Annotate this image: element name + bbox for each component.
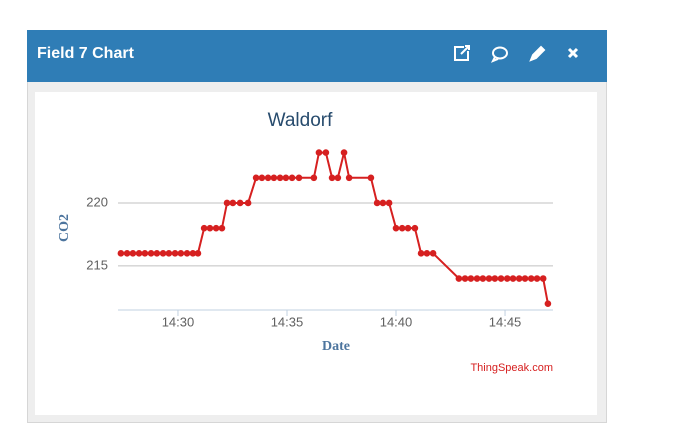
data-point [467, 275, 475, 282]
data-point [461, 275, 469, 282]
data-point [206, 224, 214, 232]
data-point [165, 250, 173, 257]
data-point [236, 199, 244, 207]
data-point [218, 224, 226, 232]
data-point [117, 250, 125, 257]
x-tick-label: 14:30 [162, 314, 195, 329]
data-point [515, 275, 523, 282]
plot: 215 220 14:30 14:35 14:40 14:45 [86, 149, 553, 329]
data-point [171, 250, 179, 257]
data-point [423, 250, 431, 257]
data-point [379, 199, 387, 207]
data-point [385, 199, 393, 207]
data-point [322, 149, 330, 156]
data-point [328, 174, 336, 182]
x-tick-label: 14:45 [489, 314, 522, 329]
data-point [503, 275, 511, 282]
widget-title: Field 7 Chart [37, 45, 135, 62]
open-icon[interactable] [454, 45, 470, 61]
data-point [473, 275, 481, 282]
data-point [404, 224, 412, 232]
data-point [244, 199, 252, 207]
data-point [479, 275, 487, 282]
data-point [533, 275, 541, 282]
data-point [429, 250, 437, 257]
data-point [521, 275, 529, 282]
data-point [455, 275, 463, 282]
x-tick-label: 14:40 [380, 314, 413, 329]
data-point [310, 174, 318, 182]
data-point [189, 250, 197, 257]
data-point [334, 174, 342, 182]
data-point [373, 199, 381, 207]
chart-title: Waldorf [268, 110, 333, 131]
y-tick-label: 220 [86, 194, 108, 209]
data-point [177, 250, 185, 257]
edit-icon[interactable] [529, 45, 546, 62]
data-point [509, 275, 517, 282]
data-point [159, 250, 167, 257]
data-point [497, 275, 505, 282]
data-point [398, 224, 406, 232]
data-point [282, 174, 290, 182]
data-point [367, 174, 375, 182]
data-point [258, 174, 266, 182]
widget-header [27, 30, 607, 82]
data-point [183, 250, 191, 257]
data-point [544, 300, 552, 308]
data-point [135, 250, 143, 257]
data-point [200, 224, 208, 232]
y-tick-label: 215 [86, 257, 108, 272]
data-point [539, 275, 547, 282]
data-point [123, 250, 131, 257]
data-point [527, 275, 535, 282]
icons [454, 45, 579, 63]
data-point [417, 250, 425, 257]
x-axis-label: Date [322, 339, 350, 354]
y-axis-label: CO2 [57, 214, 72, 242]
data-point [392, 224, 400, 232]
data-point [491, 275, 499, 282]
data-point [147, 250, 155, 257]
data-point [270, 174, 278, 182]
data-point [485, 275, 493, 282]
data-point [129, 250, 137, 257]
data-point [223, 199, 231, 207]
data-point [194, 250, 202, 257]
comment-icon[interactable] [490, 46, 508, 63]
data-point [212, 224, 220, 232]
data-point [340, 149, 348, 156]
data-point [229, 199, 237, 207]
data-point [295, 174, 303, 182]
data-point [264, 174, 272, 182]
data-point [153, 250, 161, 257]
close-icon[interactable] [567, 47, 579, 59]
data-point [345, 174, 353, 182]
data-point [288, 174, 296, 182]
data-point [315, 149, 323, 156]
data-point [141, 250, 149, 257]
credit[interactable]: ThingSpeak.com [470, 362, 553, 374]
x-tick-label: 14:35 [271, 314, 304, 329]
data-point [411, 224, 419, 232]
data-point [276, 174, 284, 182]
data-point [252, 174, 260, 182]
